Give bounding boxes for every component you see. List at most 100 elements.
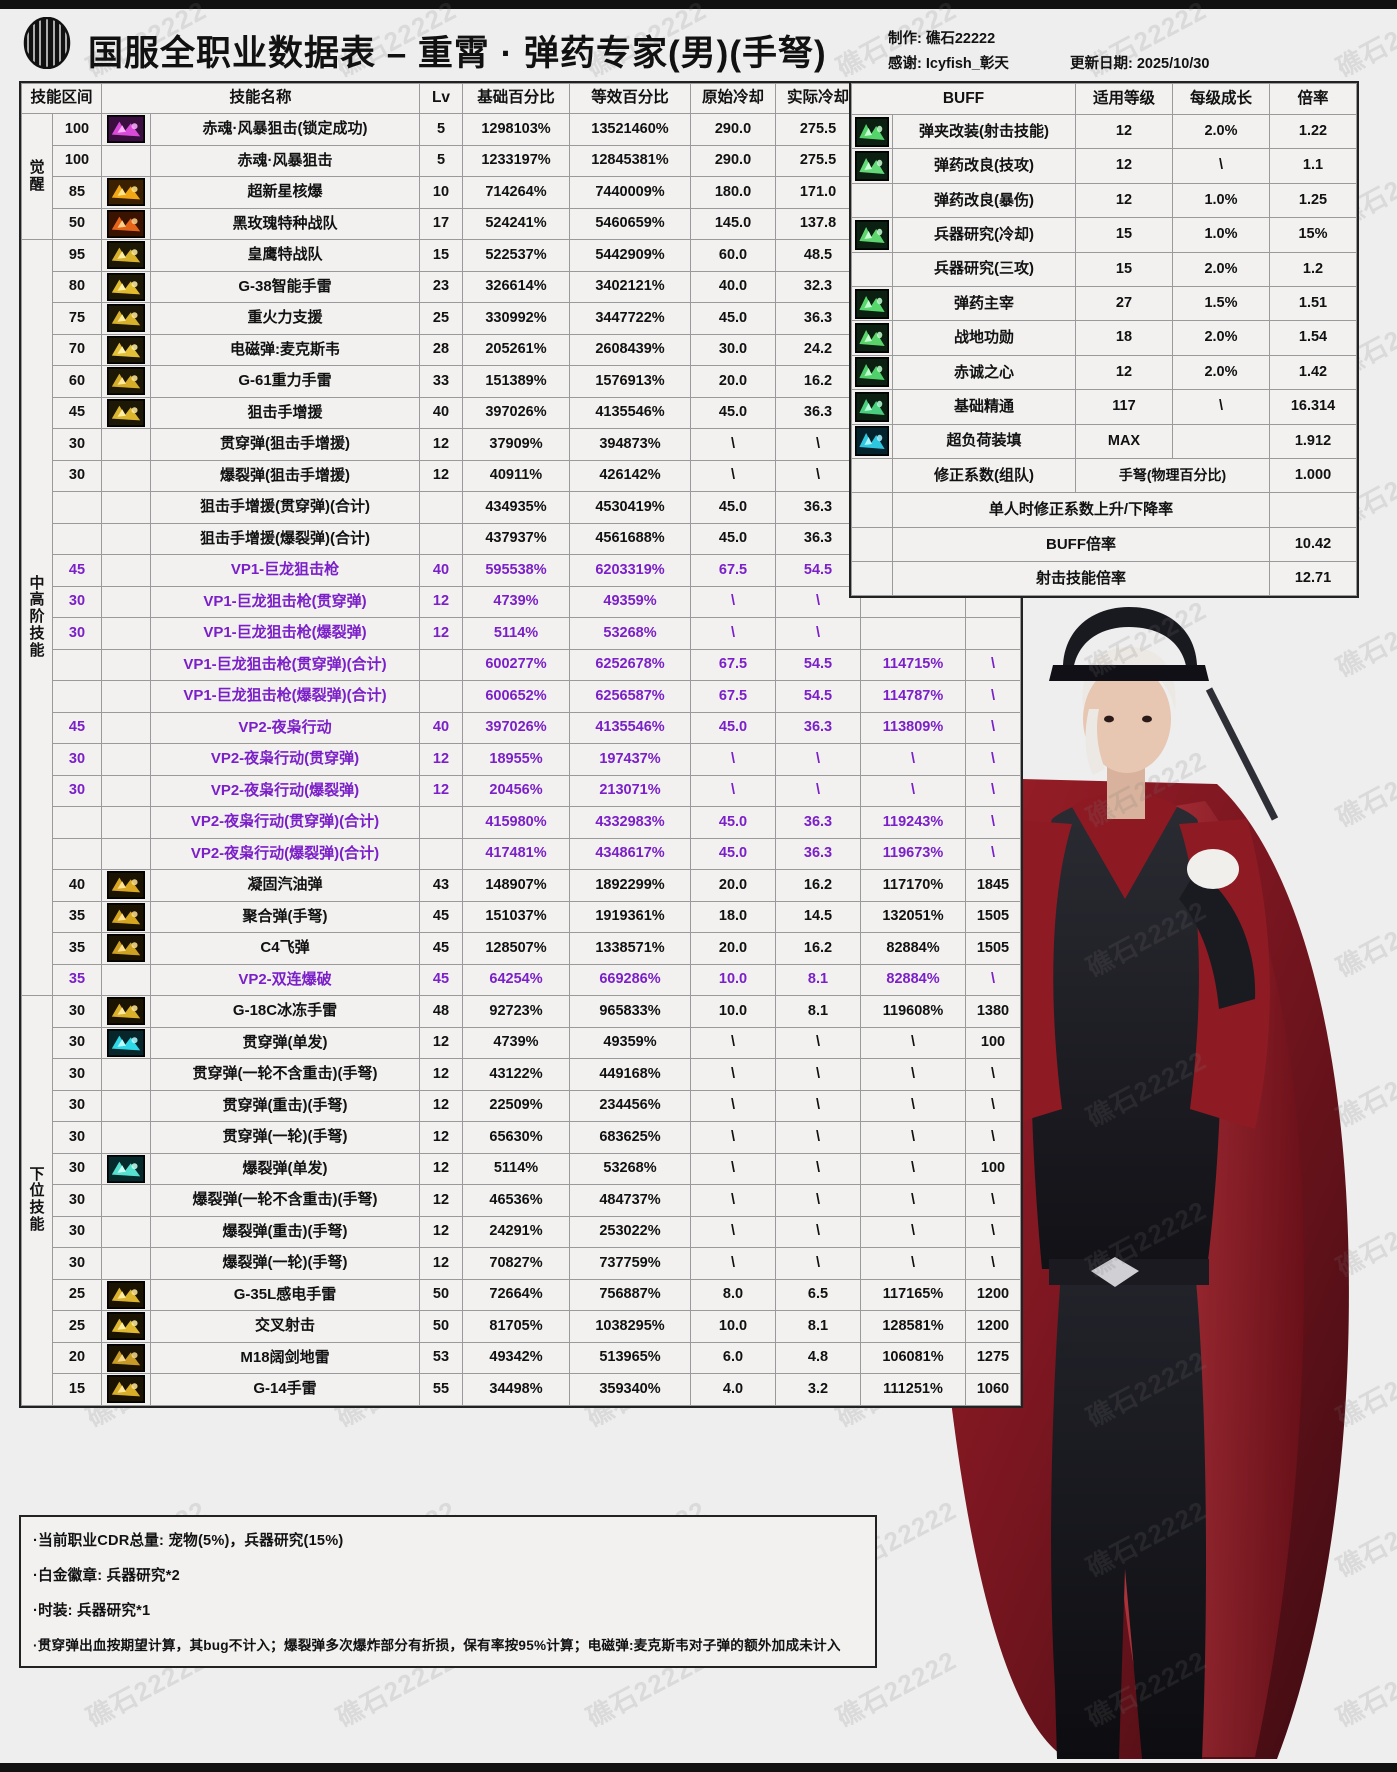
cell-equiv-percent: 669286% [569,963,691,996]
buff-icon-magazine-mod [855,116,889,147]
cell-skill-range: 15 [52,1373,102,1406]
table-row: 30 爆裂弹(单发) 12 5114% 53268% \ \ \ 100 [22,1152,1021,1185]
cell-level [419,680,463,713]
author-label: 制作: 礁石22222 [888,31,996,47]
skill-icon-empty [851,251,893,287]
cell-base-percent: 148907% [462,869,570,902]
cell-buff-multiplier: 16.314 [1269,389,1357,425]
cell-equiv-percent: 4561688% [569,522,691,555]
skill-icon-empty [101,711,151,744]
cell-theoretical-dps: 119673% [860,837,966,870]
cell-skill-range: 75 [52,302,102,335]
cell-sp: 100 [965,1152,1021,1185]
cell-sp: \ [965,680,1021,713]
cell-base-percent: 18955% [462,743,570,776]
cell-level: 12 [419,1215,463,1248]
cell-buff-growth: 2.0% [1172,354,1270,391]
cell-actual-cd: 24.2 [775,333,861,366]
cell-theoretical-dps: 119608% [860,995,966,1028]
cell-buff-multiplier: 1.51 [1269,285,1357,322]
skill-icon-heavy-fire [101,302,151,335]
section-label-char: 技 [29,624,45,642]
cell-buff-name: 弹夹改装(射击技能) [892,113,1076,150]
section-label-char: 醒 [29,175,45,193]
skill-icon-napalm [101,869,151,902]
cell-original-cd: 30.0 [690,333,776,366]
cell-sp: \ [965,1121,1021,1154]
cell-skill-range: 85 [52,176,102,209]
section-label-char: 中 [29,574,45,592]
cell-skill-range: 45 [52,711,102,744]
cell-original-cd: \ [690,1026,776,1059]
cell-skill-name: VP1-巨龙狙击枪(贯穿弹) [150,585,420,618]
cell-skill-name: VP2-夜枭行动(爆裂弹)(合计) [150,837,420,870]
buff-row: 兵器研究(三攻) 15 2.0% 1.2 [851,251,1357,287]
cell-base-percent: 326614% [462,270,570,303]
section-label-1: 中高阶技能 [21,239,53,996]
cell-sp: \ [965,1215,1021,1248]
cell-skill-name: 狙击手增援 [150,396,420,429]
cell-buff-growth [1172,423,1270,459]
cell-level: 12 [419,459,463,492]
cell-buff-multiplier: 1.25 [1269,182,1357,219]
cell-skill-range: 30 [52,428,102,461]
thanks-label: 感谢: Icyfish_彰天 [888,56,1009,72]
cell-skill-name: VP2-双连爆破 [150,963,420,996]
skill-icon-empty [101,554,151,587]
cell-original-cd: 10.0 [690,995,776,1028]
buff-table-header-row: BUFF 适用等级 每级成长 倍率 [851,83,1357,115]
cell-buff-level: 15 [1075,217,1173,253]
cell-base-percent: 5114% [462,617,570,650]
cell-original-cd: \ [690,459,776,492]
cell-actual-cd: 275.5 [775,113,861,146]
cell-sp: \ [965,648,1021,681]
cell-buff-footer-multiplier [1269,492,1357,528]
cell-original-cd: \ [690,1089,776,1122]
skill-icon-piercing-bolt [101,1026,151,1059]
cell-level: 12 [419,428,463,461]
cell-equiv-percent: 756887% [569,1278,691,1311]
cell-base-percent: 205261% [462,333,570,366]
skill-icon-cluster-bolt [107,902,145,931]
skill-icon-empty [101,774,151,807]
cell-skill-name: 贯穿弹(重击)(手弩) [150,1089,420,1122]
skill-icon-c4 [101,932,151,965]
cell-skill-range: 100 [52,113,102,146]
cell-level: 12 [419,1058,463,1091]
cell-skill-range: 35 [52,900,102,933]
cell-base-percent: 151037% [462,900,570,933]
cell-buff-growth: 2.0% [1172,113,1270,150]
skill-icon-crimson-storm-lock [101,113,151,146]
table-row: 30 VP1-巨龙狙击枪(爆裂弹) 12 5114% 53268% \ \ [22,617,1021,650]
buff-row: 战地功勋 18 2.0% 1.54 [851,320,1357,356]
cell-skill-name: VP1-巨龙狙击枪 [150,554,420,587]
cell-skill-name: 赤魂·风暴狙击 [150,144,420,177]
cell-theoretical-dps: \ [860,1089,966,1122]
cell-actual-cd: \ [775,585,861,618]
buff-table: BUFF 适用等级 每级成长 倍率 弹夹改装(射击技能) 12 2.0% 1.22 弹药… [851,83,1357,597]
cell-skill-name: 皇鹰特战队 [150,239,420,272]
col-base-percent: 基础百分比 [462,83,570,114]
cell-buff-footer-label: 修正系数(组队) [892,457,1076,494]
cell-equiv-percent: 359340% [569,1373,691,1406]
cell-skill-range: 30 [52,617,102,650]
cell-skill-range: 30 [52,995,102,1028]
cell-equiv-percent: 6256587% [569,680,691,713]
cell-skill-range: 35 [52,932,102,965]
cell-equiv-percent: 6203319% [569,554,691,587]
cell-skill-range: 35 [52,963,102,996]
cell-base-percent: 22509% [462,1089,570,1122]
cell-level [419,648,463,681]
cell-skill-range [52,680,102,713]
cell-base-percent: 81705% [462,1310,570,1343]
buff-icon-ammo-tech [855,151,889,182]
cell-level: 5 [419,144,463,177]
cell-level: 53 [419,1341,463,1374]
skill-icon-m18 [101,1341,151,1374]
col-buff-growth: 每级成长 [1172,83,1270,115]
cell-base-percent: 397026% [462,396,570,429]
buff-footer-icon-spacer [851,457,893,494]
cell-equiv-percent: 683625% [569,1121,691,1154]
cell-original-cd: 45.0 [690,837,776,870]
skill-icon-g61 [107,367,145,396]
